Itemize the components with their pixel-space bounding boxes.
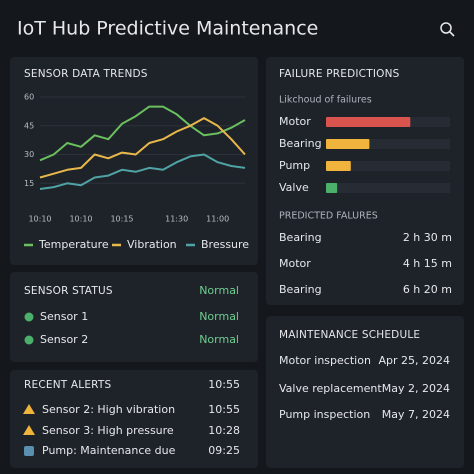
warning-icon <box>23 404 35 414</box>
x-tick-label: 10:10 <box>69 215 92 224</box>
status-panel <box>10 272 258 362</box>
date: May 2, 2024 <box>382 382 450 395</box>
task: Motor inspection <box>279 354 371 367</box>
time-left: 4 h 15 m <box>403 257 452 270</box>
component: Bearing <box>279 231 322 244</box>
alert-time: 09:25 <box>208 444 240 457</box>
y-tick-label: 15 <box>24 179 34 188</box>
status: Normal <box>199 310 239 323</box>
date: Apr 25, 2024 <box>378 354 450 367</box>
y-tick-label: 60 <box>24 93 34 102</box>
component: Motor <box>279 257 311 270</box>
panel-title: SENSOR DATA TRENDS <box>24 68 148 80</box>
x-tick-label: 10:15 <box>110 215 133 224</box>
panel-title: MAINTENANCE SCHEDULE <box>279 329 420 341</box>
sensor-name: Sensor 1 <box>40 310 88 323</box>
bar <box>326 161 351 171</box>
bar-label: Pump <box>279 159 310 172</box>
y-tick-label: 30 <box>24 150 34 159</box>
status-dot <box>24 335 34 345</box>
status: Normal <box>199 333 239 346</box>
series-line <box>39 153 246 190</box>
search-icon[interactable] <box>440 22 455 37</box>
bar-track <box>326 161 450 171</box>
x-tick-label: 11:30 <box>165 215 188 224</box>
y-tick-label: 45 <box>24 121 34 130</box>
legend-label: Temperature <box>38 238 109 251</box>
x-tick-label: 10:10 <box>28 215 51 224</box>
schedule-panel <box>266 316 464 468</box>
info-icon <box>24 446 34 456</box>
bar-label: Valve <box>279 181 309 194</box>
date: May 7, 2024 <box>382 408 450 421</box>
status: Normal <box>199 284 239 297</box>
panel-title: FAILURE PREDICTIONS <box>279 68 400 80</box>
bar-track <box>326 139 450 149</box>
trends-panel <box>10 57 258 265</box>
bar-track <box>326 183 450 193</box>
series-line <box>39 105 246 162</box>
series-line <box>39 117 246 179</box>
time-left: 6 h 20 m <box>403 283 452 296</box>
bar <box>326 183 338 193</box>
alert-text: Pump: Maintenance due <box>42 444 176 457</box>
app-title: IoT Hub Predictive Maintenance <box>17 18 318 40</box>
alert-text: Sensor 3: High pressure <box>42 424 174 437</box>
alerts-panel <box>10 370 258 468</box>
legend-label: Bressure <box>201 238 249 251</box>
task: Pump inspection <box>279 408 370 421</box>
legend-label: Vibration <box>127 238 177 251</box>
x-tick-label: 11:00 <box>206 215 229 224</box>
bar <box>326 117 411 127</box>
panel-title: RECENT ALERTS <box>24 379 112 391</box>
bar-label: Motor <box>279 115 311 128</box>
status-dot <box>24 312 34 322</box>
component: Bearing <box>279 283 322 296</box>
warning-icon <box>23 425 35 435</box>
alert-time: 10:55 <box>208 378 240 391</box>
task: Valve replacement <box>279 382 382 395</box>
sensor-name: Sensor 2 <box>40 333 88 346</box>
chart-subtitle: Likchoud of failures <box>279 95 372 106</box>
panel-title: SENSOR STATUS <box>24 285 113 297</box>
time-left: 2 h 30 m <box>403 231 452 244</box>
alert-time: 10:55 <box>208 403 240 416</box>
bar-label: Bearing <box>279 137 322 150</box>
bar <box>326 139 370 149</box>
alert-time: 10:28 <box>208 424 240 437</box>
section-title: PREDICTED FALURES <box>279 211 378 222</box>
alert-text: Sensor 2: High vibration <box>42 403 175 416</box>
